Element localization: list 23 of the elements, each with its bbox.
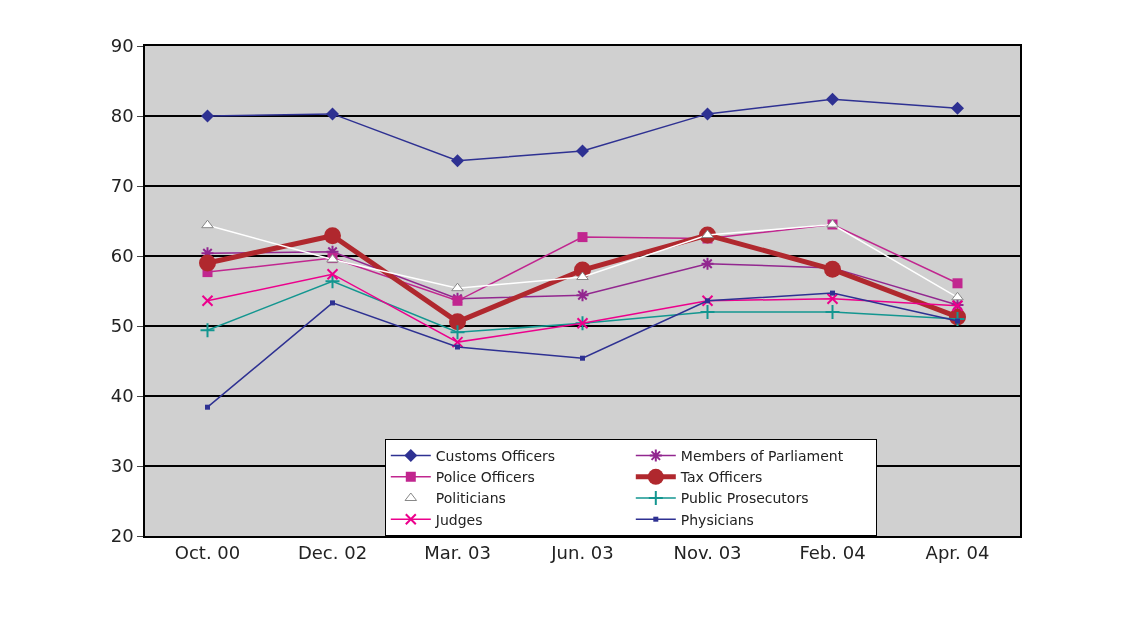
- x-tick-label: Jun. 03: [550, 542, 614, 564]
- legend-label: Customs Officers: [435, 448, 556, 465]
- x-tick-label: Nov. 03: [673, 542, 742, 564]
- legend-label: Physicians: [680, 511, 754, 528]
- legend-label: Tax Officers: [679, 469, 763, 486]
- x-tick-label: Feb. 04: [799, 542, 866, 564]
- x-tick-label: Mar. 03: [424, 542, 491, 564]
- x-tick-label: Oct. 00: [174, 542, 241, 564]
- legend-label: Police Officers: [435, 469, 535, 486]
- legend-label: Judges: [434, 511, 483, 528]
- legend-label: Public Prosecutors: [680, 490, 809, 507]
- y-tick-label: 70: [110, 175, 134, 197]
- legend-label: Members of Parliament: [680, 448, 844, 465]
- x-tick-label: Apr. 04: [925, 542, 990, 564]
- y-tick-label: 80: [110, 105, 134, 127]
- x-tick-label: Dec. 02: [297, 542, 368, 564]
- y-tick-label: 30: [110, 455, 134, 477]
- y-tick-label: 40: [110, 385, 134, 407]
- legend-label: Politicians: [435, 490, 506, 507]
- y-tick-label: 50: [110, 315, 134, 337]
- y-tick-label: 90: [110, 35, 134, 57]
- y-tick-label: 20: [110, 525, 134, 547]
- y-tick-label: 60: [110, 245, 134, 267]
